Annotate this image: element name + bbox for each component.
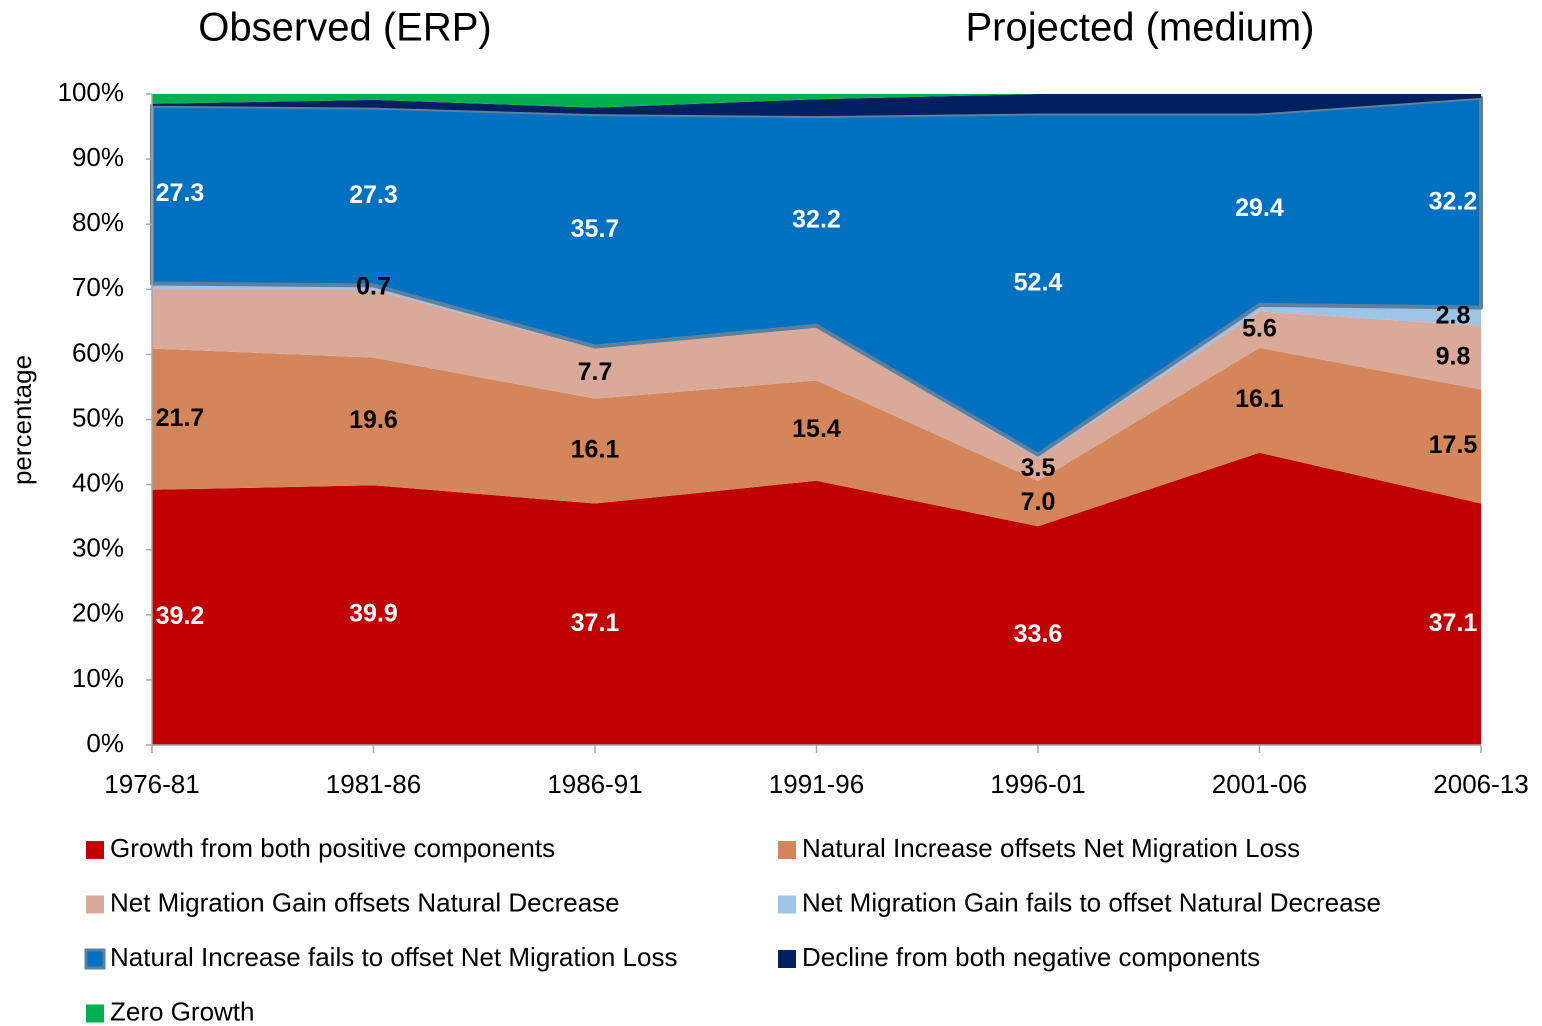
legend-label: Net Migration Gain offsets Natural Decre… (110, 887, 620, 917)
y-tick-label: 20% (72, 598, 124, 628)
legend-label: Natural Increase offsets Net Migration L… (802, 833, 1300, 863)
value-label: 39.9 (349, 600, 398, 628)
value-label: 16.1 (1235, 385, 1284, 413)
value-label: 5.6 (1242, 314, 1277, 342)
legend-swatch (86, 841, 104, 859)
value-label: 29.4 (1235, 194, 1284, 222)
legend-label: Net Migration Gain fails to offset Natur… (802, 887, 1381, 917)
value-label: 52.4 (1014, 269, 1063, 297)
y-tick-label: 40% (72, 467, 124, 497)
x-tick-label: 2001-06 (1212, 769, 1307, 799)
x-tick-label: 1976-81 (104, 769, 199, 799)
value-label: 39.2 (156, 602, 205, 630)
value-label: 21.7 (156, 404, 205, 432)
value-label: 0.7 (356, 272, 391, 300)
y-tick-label: 10% (72, 663, 124, 693)
legend-swatch (86, 895, 104, 914)
legend-label: Natural Increase fails to offset Net Mig… (110, 942, 677, 972)
area (152, 94, 1481, 108)
legend-swatch (84, 948, 106, 970)
y-tick-label: 80% (72, 207, 124, 237)
value-label: 9.8 (1436, 342, 1471, 370)
area (152, 289, 1481, 481)
y-tick-label: 0% (86, 728, 124, 758)
legend-swatch (778, 895, 796, 914)
value-label: 32.2 (792, 206, 841, 234)
value-label: 37.1 (571, 609, 620, 637)
value-label: 16.1 (571, 436, 620, 464)
area (152, 94, 1481, 117)
y-axis-label: percentage (7, 355, 37, 485)
y-tick-label: 60% (72, 337, 124, 367)
y-tick-label: 50% (72, 402, 124, 432)
y-tick-label: 30% (72, 533, 124, 563)
legend-swatch (86, 1004, 104, 1023)
area (152, 452, 1481, 745)
legend-swatch (778, 950, 796, 968)
x-tick-label: 1981-86 (326, 769, 421, 799)
legend-label: Zero Growth (110, 996, 255, 1026)
value-label: 3.5 (1021, 454, 1056, 482)
area (150, 95, 1483, 457)
value-label: 17.5 (1429, 431, 1478, 459)
x-tick-label: 1986-91 (547, 769, 642, 799)
value-label: 7.7 (578, 358, 613, 386)
value-label: 33.6 (1014, 620, 1063, 648)
x-tick-label: 1996-01 (990, 769, 1085, 799)
y-tick-label: 70% (72, 272, 124, 302)
x-tick-label: 2006-13 (1433, 769, 1528, 799)
legend-label: Decline from both negative components (802, 942, 1260, 972)
legend-label: Growth from both positive components (110, 833, 555, 863)
annotation: Projected (medium) (965, 6, 1314, 50)
value-label: 27.3 (349, 181, 398, 209)
value-label: 37.1 (1429, 609, 1478, 637)
value-label: 2.8 (1436, 301, 1471, 329)
value-label: 35.7 (571, 215, 620, 243)
y-tick-label: 90% (72, 142, 124, 172)
area (152, 347, 1481, 527)
annotation: Observed (ERP) (198, 6, 491, 50)
value-label: 7.0 (1021, 488, 1056, 516)
y-tick-label: 100% (58, 77, 125, 107)
x-tick-label: 1991-96 (769, 769, 864, 799)
legend-swatch (778, 841, 796, 859)
value-label: 27.3 (156, 179, 205, 207)
value-label: 32.2 (1429, 187, 1478, 215)
value-label: 19.6 (349, 406, 398, 434)
value-label: 15.4 (792, 415, 841, 443)
